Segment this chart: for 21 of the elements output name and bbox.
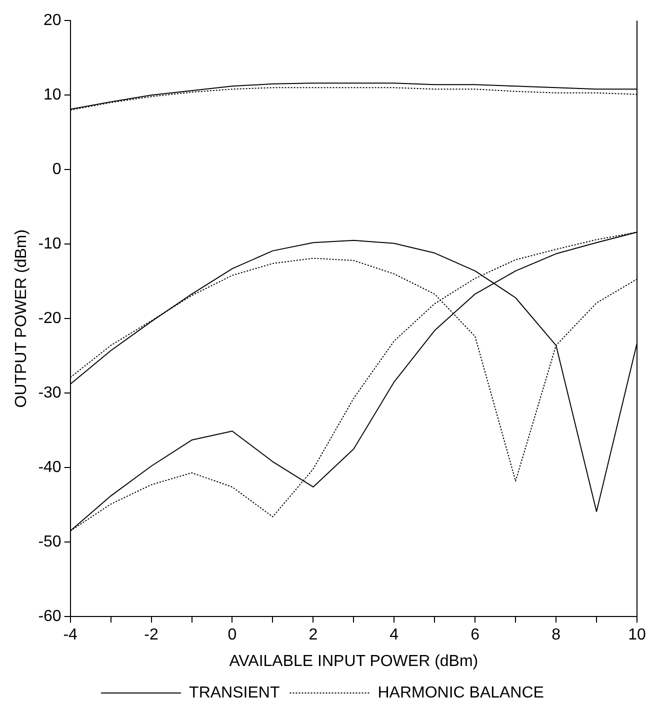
y-tick-label: -50 xyxy=(38,534,62,551)
y-tick-label: -10 xyxy=(38,236,62,253)
x-tick-label: 0 xyxy=(228,626,237,644)
y-tick-label: -60 xyxy=(38,608,62,626)
x-tick-label: 10 xyxy=(628,626,646,644)
y-tick-label: -40 xyxy=(38,459,62,476)
x-tick-label: 4 xyxy=(390,626,399,644)
x-tick-label: 2 xyxy=(308,626,318,644)
x-tick-label: 6 xyxy=(470,626,480,644)
y-axis-title: OUTPUT POWER (dBm) xyxy=(13,229,30,408)
x-axis-title: AVAILABLE INPUT POWER (dBm) xyxy=(229,652,478,670)
legend-label: TRANSIENT xyxy=(189,684,280,702)
x-tick-label: 8 xyxy=(552,626,561,644)
y-tick-label: -30 xyxy=(38,384,62,402)
y-tick-label: 20 xyxy=(44,12,62,30)
x-tick-label: -4 xyxy=(63,626,78,644)
y-tick-label: 0 xyxy=(52,161,62,178)
y-tick-label: -20 xyxy=(38,310,62,328)
y-tick-label: 10 xyxy=(44,86,62,104)
x-tick-label: -2 xyxy=(144,626,158,644)
legend-label: HARMONIC BALANCE xyxy=(378,684,544,702)
